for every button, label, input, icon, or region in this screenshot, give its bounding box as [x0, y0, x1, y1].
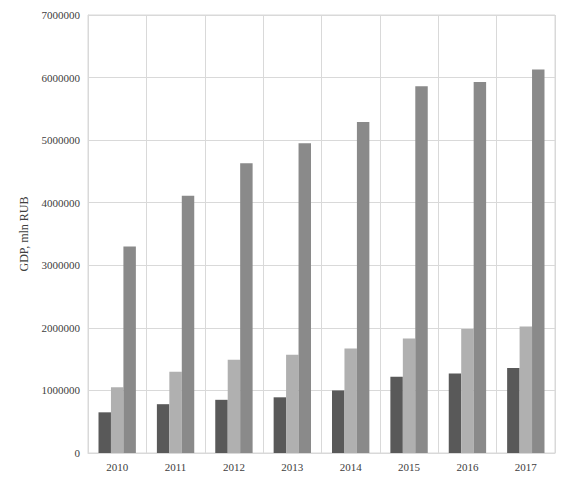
svg-text:2012: 2012: [223, 461, 245, 473]
svg-text:5000000: 5000000: [42, 134, 81, 146]
svg-text:2014: 2014: [340, 461, 363, 473]
svg-text:1000000: 1000000: [42, 384, 81, 396]
svg-text:2015: 2015: [398, 461, 421, 473]
svg-text:2010: 2010: [106, 461, 129, 473]
svg-text:GDP, mln RUB: GDP, mln RUB: [17, 196, 31, 271]
svg-text:2016: 2016: [456, 461, 479, 473]
svg-text:2013: 2013: [281, 461, 304, 473]
svg-text:2000000: 2000000: [42, 322, 81, 334]
svg-text:6000000: 6000000: [42, 72, 81, 84]
svg-text:3000000: 3000000: [42, 259, 81, 271]
svg-text:2011: 2011: [165, 461, 187, 473]
svg-text:4000000: 4000000: [42, 197, 81, 209]
svg-text:2017: 2017: [515, 461, 538, 473]
svg-text:7000000: 7000000: [42, 9, 81, 21]
svg-text:0: 0: [75, 447, 81, 459]
